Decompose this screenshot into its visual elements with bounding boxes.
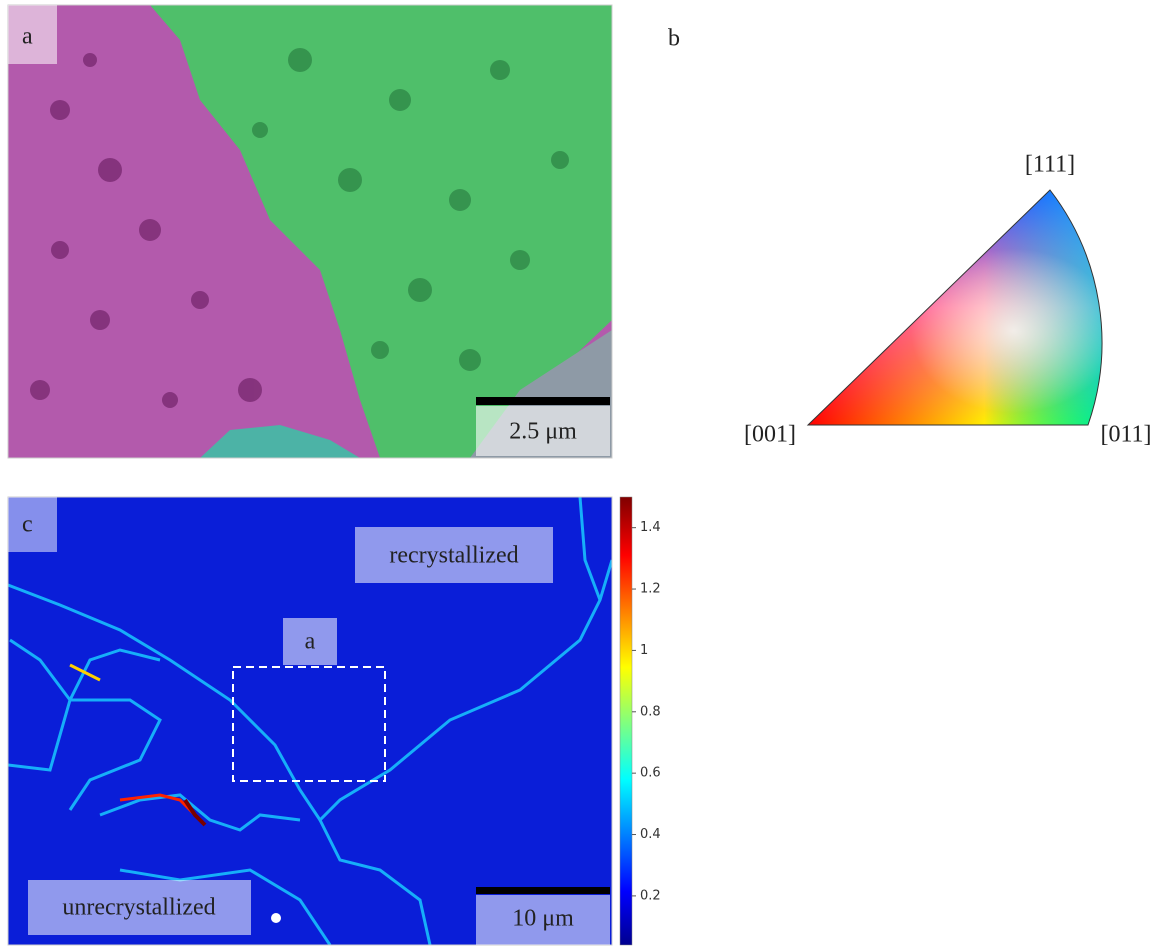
region-box: [355, 527, 553, 583]
tick-label: 0.4: [640, 827, 661, 842]
ipf-triangle: [806, 189, 1103, 426]
tick-label: 1.4: [640, 520, 661, 535]
scale-box: [476, 895, 610, 945]
region-box: [28, 880, 251, 935]
colorbar-ticks: 0.2 0.4 0.6 0.8 1 1.2 1.4: [632, 520, 661, 903]
panel-label: b: [668, 26, 680, 52]
corner-label: [111]: [1025, 152, 1075, 178]
tick-label: 0.2: [640, 888, 661, 903]
panel-a-frame: [7, 4, 613, 459]
region-label: unrecrystallized: [62, 895, 215, 921]
colorbar: [619, 496, 633, 946]
scale-label: 10 μm: [512, 906, 574, 932]
inset-label: a: [305, 629, 316, 655]
inset-box: [283, 618, 337, 665]
tick-label: 0.6: [640, 766, 661, 781]
scale-bar: [476, 887, 610, 894]
panel-label: c: [22, 512, 33, 538]
panel-a-image: [8, 5, 612, 458]
tick-label: 1: [640, 643, 648, 658]
panel-c-frame: [7, 496, 613, 946]
panel-label: a: [22, 24, 33, 50]
tick-label: 1.2: [640, 582, 661, 597]
label-box: [8, 497, 57, 552]
tick-label: 0.8: [640, 704, 661, 719]
scale-label: 2.5 μm: [509, 419, 577, 445]
region-label: recrystallized: [389, 543, 518, 569]
scale-box: [476, 406, 610, 456]
scale-bar: [476, 397, 610, 405]
corner-label: [011]: [1100, 422, 1151, 448]
label-box: [8, 5, 57, 64]
inset-outline: [232, 666, 386, 782]
corner-label: [001]: [744, 422, 796, 448]
